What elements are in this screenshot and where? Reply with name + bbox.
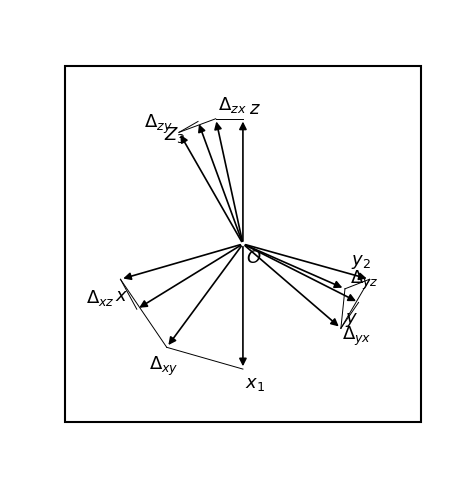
Text: $\Delta_{yz}$: $\Delta_{yz}$ — [350, 269, 378, 292]
Text: $Z_{3}$: $Z_{3}$ — [164, 125, 186, 145]
Text: $O$: $O$ — [246, 249, 262, 267]
Text: $z$: $z$ — [249, 100, 261, 118]
Text: $x$: $x$ — [115, 286, 128, 305]
Text: $x_{1}$: $x_{1}$ — [245, 375, 265, 393]
Text: $y_{2}$: $y_{2}$ — [351, 253, 371, 270]
Text: $y$: $y$ — [345, 311, 358, 329]
Text: $\Delta_{yx}$: $\Delta_{yx}$ — [342, 325, 372, 348]
Text: $\Delta_{zx}$: $\Delta_{zx}$ — [218, 95, 246, 115]
Text: $\Delta_{zy}$: $\Delta_{zy}$ — [144, 113, 173, 136]
Text: $\Delta_{xz}$: $\Delta_{xz}$ — [86, 288, 114, 308]
Text: $\Delta_{xy}$: $\Delta_{xy}$ — [149, 355, 179, 378]
